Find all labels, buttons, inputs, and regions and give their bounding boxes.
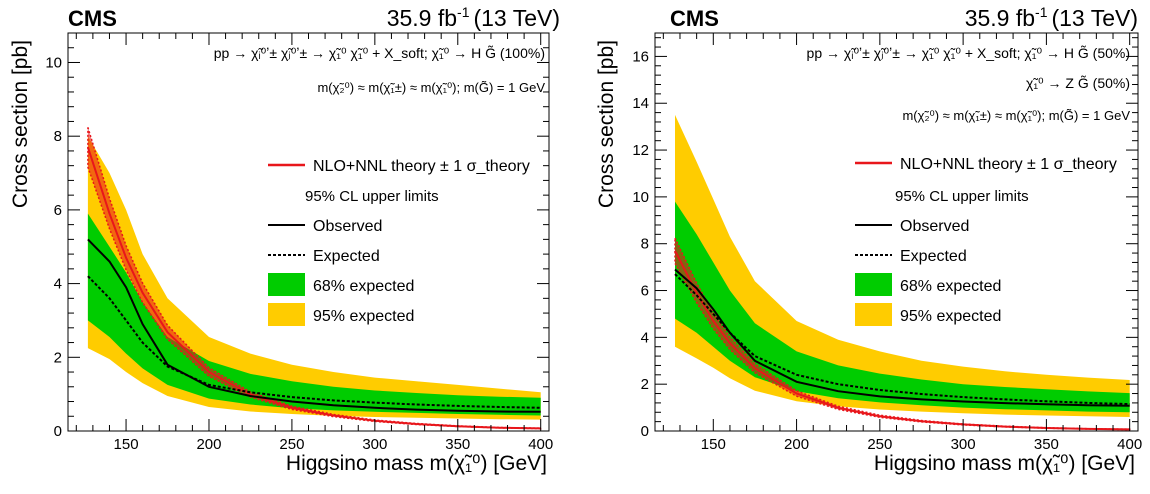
x-tick-label: 400	[1117, 436, 1142, 453]
x-axis-label: Higgsino mass m(χ̃₁⁰) [GeV]	[874, 452, 1135, 475]
legend-68-swatch	[855, 273, 892, 296]
x-axis-label: Higgsino mass m(χ̃₁⁰) [GeV]	[286, 452, 547, 475]
y-tick-label: 14	[632, 95, 649, 112]
expected-limit-line	[674, 273, 1130, 406]
band-95-expected	[675, 114, 1130, 418]
band-68-expected	[675, 201, 1130, 413]
y-tick-label: 8	[54, 128, 62, 145]
legend-68-label: 68% expected	[313, 278, 414, 295]
x-tick-label: 150	[114, 436, 139, 453]
x-tick-label: 250	[279, 436, 304, 453]
y-axis-label: Cross section [pb]	[9, 40, 32, 208]
legend-68-label: 68% expected	[900, 278, 1001, 295]
y-tick-label: 10	[632, 189, 649, 206]
legend-observed-label: Observed	[900, 218, 969, 235]
process-text: pp → χ̃ᵢ⁰ʼ± χ̃ⱼ⁰ʼ± → χ̃₁⁰ χ̃₁⁰ + X_soft;…	[807, 45, 1130, 61]
legend-theory-label: NLO+NNL theory ± 1 σ_theory	[313, 158, 530, 175]
x-tick-label: 150	[701, 436, 726, 453]
y-tick-label: 0	[54, 423, 62, 440]
y-tick-label: 12	[632, 142, 649, 159]
legend-observed-label: Observed	[313, 218, 382, 235]
energy-label: (13 TeV)	[473, 5, 560, 31]
chart-panel-left: 150 200 250 300 350 400 0 2 4 6 8 10 CMS 35.9 fb-1(…	[9, 4, 560, 475]
lumi-exponent: -1	[457, 4, 470, 20]
y-tick-label: 16	[632, 48, 649, 65]
y-tick-label: 2	[641, 376, 649, 393]
observed-limit-line	[674, 268, 1130, 407]
cms-label: CMS	[670, 6, 719, 31]
y-tick-label: 6	[54, 202, 62, 219]
legend-theory-label: NLO+NNL theory ± 1 σ_theory	[900, 156, 1117, 173]
lumi-value: 35.9 fb	[387, 5, 457, 31]
chart-right-svg: 150 200 250 300 350 400 0 2 4 6 8 10 12 14 16 CMS 35.9…	[595, 4, 1142, 475]
process-text: pp → χ̃ᵢ⁰ʼ± χ̃ⱼ⁰ʼ± → χ̃₁⁰ χ̃₁⁰ + X_soft;…	[214, 45, 545, 61]
observed-limit-line	[87, 238, 541, 413]
band-95-expected	[87, 136, 541, 420]
y-tick-label: 8	[641, 236, 649, 253]
x-tick-label: 200	[784, 436, 809, 453]
process-text-line2: χ̃₁⁰ → Z G̃ (50%)	[1026, 75, 1130, 91]
legend-header: 95% CL upper limits	[895, 188, 1029, 205]
y-tick-label: 10	[45, 54, 62, 71]
x-tick-label: 300	[362, 436, 387, 453]
x-tick-label: 200	[196, 436, 221, 453]
legend-header: 95% CL upper limits	[305, 188, 439, 205]
x-tick-label: 350	[445, 436, 470, 453]
legend-95-swatch	[855, 303, 892, 326]
x-tick-label: 300	[951, 436, 976, 453]
chart-left-svg: 150 200 250 300 350 400 0 2 4 6 8 10 CMS 35.9 fb-1(…	[9, 4, 560, 475]
mass-text: m(χ̃₂⁰) ≈ m(χ̃₁±) ≈ m(χ̃₁⁰); m(G̃) = 1 G…	[317, 80, 545, 95]
x-tick-label: 400	[528, 436, 553, 453]
legend-expected-label: Expected	[900, 248, 967, 265]
lumi-exponent: -1	[1035, 4, 1048, 20]
theory-line	[674, 250, 1130, 431]
y-tick-label: 0	[641, 423, 649, 440]
y-axis-label: Cross section [pb]	[595, 40, 618, 208]
legend-expected-label: Expected	[313, 248, 380, 265]
y-tick-label: 4	[641, 329, 649, 346]
legend-68-swatch	[268, 273, 305, 296]
mass-text: m(χ̃₂⁰) ≈ m(χ̃₁±) ≈ m(χ̃₁⁰); m(G̃) = 1 G…	[902, 108, 1130, 123]
energy-label: (13 TeV)	[1051, 5, 1138, 31]
lumi-value: 35.9 fb	[965, 5, 1035, 31]
legend-95-label: 95% expected	[900, 308, 1001, 325]
chart-panel-right: 150 200 250 300 350 400 0 2 4 6 8 10 12 14 16 CMS 35.9…	[575, 0, 1150, 494]
y-tick-label: 2	[54, 349, 62, 366]
y-tick-label: 4	[54, 276, 62, 293]
cms-label: CMS	[68, 6, 117, 31]
y-tick-label: 6	[641, 283, 649, 300]
lumi-label: 35.9 fb-1 (13 TeV)	[387, 4, 560, 31]
lumi-label: 35.9 fb-1 (13 TeV)	[965, 4, 1138, 31]
x-tick-label: 250	[867, 436, 892, 453]
legend-95-label: 95% expected	[313, 308, 414, 325]
x-tick-label: 350	[1034, 436, 1059, 453]
theory-line	[86, 146, 541, 430]
legend-95-swatch	[268, 303, 305, 326]
